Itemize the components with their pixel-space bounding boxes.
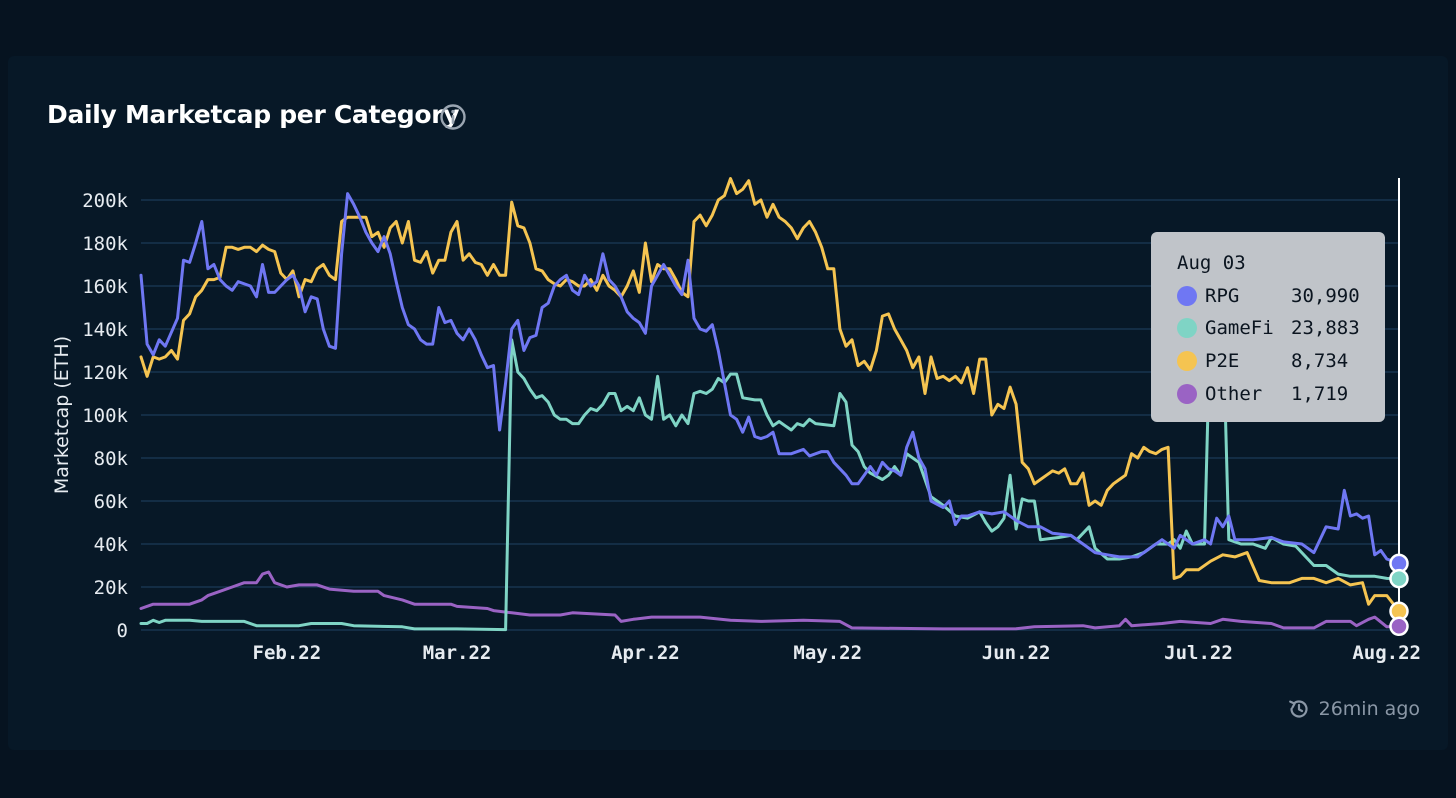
- x-axis-ticks: Feb.22 Mar.22 Apr.22 May.22 Jun.22 Jul.22 Aug.…: [253, 642, 1421, 664]
- y-tick-label: 120k: [82, 362, 128, 384]
- last-updated-text: 26min ago: [1318, 698, 1420, 720]
- x-tick-label: May.22: [793, 642, 862, 664]
- tooltip-date: Aug 03: [1177, 252, 1246, 274]
- y-tick-label: 0: [117, 620, 128, 642]
- chart-title: Daily Marketcap per Category: [47, 100, 460, 129]
- tooltip-value: 30,990: [1291, 285, 1360, 307]
- tooltip-name: RPG: [1205, 285, 1240, 307]
- y-tick-label: 200k: [82, 190, 128, 212]
- tooltip-value: 8,734: [1291, 350, 1349, 372]
- series-line-other: [139, 570, 1401, 631]
- tooltip: Aug 03 RPG 30,990 GameFi 23,883 P2E 8,73…: [1151, 232, 1385, 422]
- tooltip-value: 23,883: [1291, 317, 1360, 339]
- x-tick-label: Jun.22: [982, 642, 1051, 664]
- tooltip-dot-rpg: [1177, 286, 1197, 306]
- tooltip-dot-p2e: [1177, 351, 1197, 371]
- x-tick-label: Feb.22: [253, 642, 322, 664]
- last-updated: 26min ago: [1287, 697, 1420, 721]
- y-tick-label: 20k: [94, 577, 129, 599]
- hover-dot-other: [1389, 616, 1409, 637]
- x-tick-label: Mar.22: [423, 642, 492, 664]
- series-lines: [139, 177, 1401, 632]
- tooltip-value: 1,719: [1291, 383, 1349, 405]
- y-tick-label: 140k: [82, 319, 128, 341]
- info-icon[interactable]: [439, 103, 467, 131]
- y-tick-label: 180k: [82, 233, 128, 255]
- y-axis-ticks: 0 20k 40k 60k 80k 100k 120k 140k 160k 180k 200k: [82, 190, 128, 642]
- y-tick-label: 40k: [94, 534, 129, 556]
- hover-dots: [1389, 553, 1409, 637]
- tooltip-name: Other: [1205, 383, 1263, 405]
- tooltip-name: GameFi: [1205, 317, 1274, 339]
- y-axis-label: Marketcap (ETH): [51, 336, 73, 494]
- tooltip-row-other: Other 1,719: [1177, 382, 1348, 406]
- series-line-gamefi: [139, 306, 1401, 632]
- tooltip-row-rpg: RPG 30,990: [1177, 284, 1360, 308]
- y-tick-label: 60k: [94, 491, 129, 513]
- tooltip-row-gamefi: GameFi 23,883: [1177, 316, 1360, 340]
- y-tick-label: 80k: [94, 448, 129, 470]
- hover-dot-gamefi: [1389, 568, 1409, 589]
- tooltip-name: P2E: [1205, 350, 1240, 372]
- tooltip-dot-gamefi: [1177, 318, 1197, 338]
- x-tick-label: Jul.22: [1164, 642, 1233, 664]
- tooltip-dot-other: [1177, 384, 1197, 404]
- x-tick-label: Apr.22: [611, 642, 680, 664]
- x-tick-label: Aug.22: [1352, 642, 1421, 664]
- series-line-rpg: [139, 192, 1401, 565]
- tooltip-row-p2e: P2E 8,734: [1177, 349, 1348, 373]
- series-line-p2e: [139, 177, 1401, 613]
- y-tick-label: 160k: [82, 276, 128, 298]
- history-icon: [1288, 700, 1308, 718]
- y-tick-label: 100k: [82, 405, 128, 427]
